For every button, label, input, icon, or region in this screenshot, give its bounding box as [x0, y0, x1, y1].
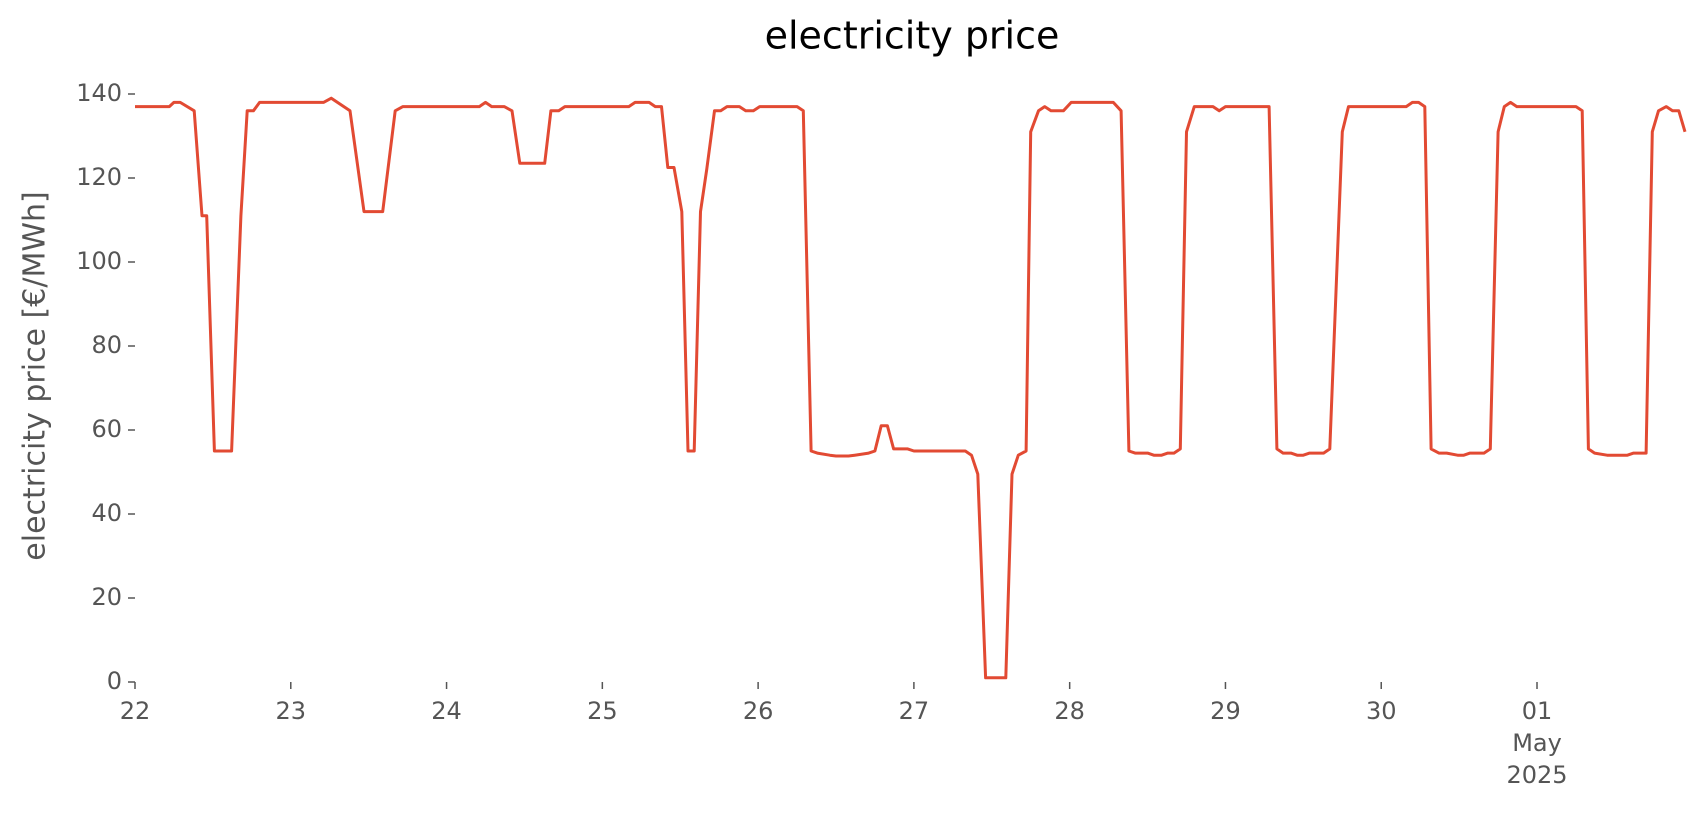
x-tick-sublabel: May — [1512, 729, 1562, 757]
y-tick-label: 60 — [91, 415, 122, 443]
chart-title: electricity price — [765, 14, 1060, 58]
x-tick-label: 29 — [1210, 697, 1241, 725]
x-tick-label: 27 — [899, 697, 930, 725]
y-tick-label: 0 — [107, 667, 122, 695]
y-tick-label: 80 — [91, 331, 122, 359]
x-tick-label: 28 — [1054, 697, 1085, 725]
y-tick-label: 20 — [91, 583, 122, 611]
y-tick-label: 120 — [76, 163, 122, 191]
x-tick-label: 30 — [1366, 697, 1397, 725]
x-tick-label: 26 — [743, 697, 774, 725]
y-tick-label: 140 — [76, 79, 122, 107]
y-axis-label: electricity price [€/MWh] — [18, 191, 53, 560]
price-line — [135, 96, 1687, 680]
x-tick-label: 01 — [1522, 697, 1553, 725]
y-tick-label: 100 — [76, 247, 122, 275]
x-tick-label: 22 — [120, 697, 151, 725]
x-tick-label: 24 — [431, 697, 462, 725]
x-tick-sublabel: 2025 — [1506, 761, 1567, 789]
y-tick-label: 40 — [91, 499, 122, 527]
x-tick-label: 25 — [587, 697, 618, 725]
x-tick-label: 23 — [276, 697, 307, 725]
